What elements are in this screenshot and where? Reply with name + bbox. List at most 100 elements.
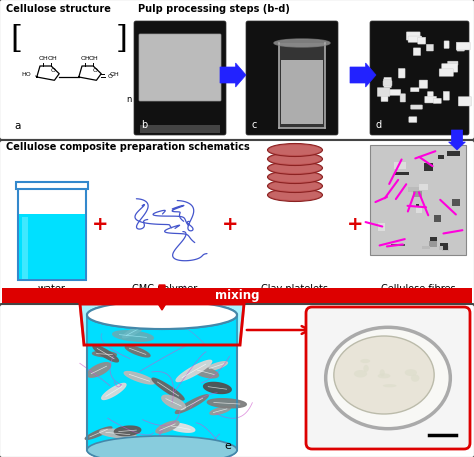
Ellipse shape xyxy=(267,161,322,175)
Ellipse shape xyxy=(269,163,321,173)
Bar xyxy=(438,154,444,159)
Bar xyxy=(439,246,444,250)
Polygon shape xyxy=(102,383,126,399)
Text: +: + xyxy=(222,216,238,234)
Polygon shape xyxy=(92,351,116,357)
FancyBboxPatch shape xyxy=(413,48,420,55)
Bar xyxy=(140,125,220,133)
Ellipse shape xyxy=(269,145,321,155)
FancyArrow shape xyxy=(157,285,167,310)
Bar xyxy=(430,237,437,241)
Text: OH: OH xyxy=(80,56,90,61)
FancyBboxPatch shape xyxy=(406,32,420,40)
Text: c: c xyxy=(252,120,257,130)
Polygon shape xyxy=(124,372,155,384)
Ellipse shape xyxy=(360,359,370,363)
FancyBboxPatch shape xyxy=(377,88,390,96)
Bar xyxy=(419,184,428,190)
Bar xyxy=(16,182,88,189)
Polygon shape xyxy=(125,346,150,357)
FancyBboxPatch shape xyxy=(409,117,417,122)
Bar xyxy=(395,172,409,175)
FancyBboxPatch shape xyxy=(443,91,449,100)
Text: CMC polymer: CMC polymer xyxy=(132,284,198,294)
FancyBboxPatch shape xyxy=(418,37,426,44)
Bar xyxy=(391,244,405,246)
FancyBboxPatch shape xyxy=(134,21,226,135)
FancyBboxPatch shape xyxy=(458,97,471,106)
Ellipse shape xyxy=(267,143,322,156)
Polygon shape xyxy=(80,304,244,345)
Ellipse shape xyxy=(269,172,321,182)
Polygon shape xyxy=(167,423,195,432)
FancyBboxPatch shape xyxy=(425,96,437,103)
Polygon shape xyxy=(193,367,219,378)
FancyBboxPatch shape xyxy=(400,94,406,102)
Polygon shape xyxy=(220,63,246,87)
FancyBboxPatch shape xyxy=(410,105,422,109)
Bar xyxy=(19,214,85,279)
Ellipse shape xyxy=(363,365,369,372)
Bar xyxy=(416,203,419,206)
FancyBboxPatch shape xyxy=(457,46,465,51)
Bar xyxy=(87,315,237,450)
Polygon shape xyxy=(156,421,179,433)
Polygon shape xyxy=(210,407,230,414)
Ellipse shape xyxy=(274,39,330,47)
Bar xyxy=(2,288,472,303)
FancyBboxPatch shape xyxy=(419,80,428,88)
Bar xyxy=(442,246,449,251)
Bar xyxy=(393,162,406,169)
Polygon shape xyxy=(123,325,145,338)
Ellipse shape xyxy=(267,153,322,165)
Bar xyxy=(434,215,441,223)
Polygon shape xyxy=(176,360,212,382)
FancyBboxPatch shape xyxy=(384,77,392,88)
Ellipse shape xyxy=(380,369,385,377)
FancyBboxPatch shape xyxy=(0,304,474,457)
Text: ]: ] xyxy=(116,24,128,55)
Text: Cellulose fibres: Cellulose fibres xyxy=(381,284,456,294)
Ellipse shape xyxy=(269,181,321,191)
Text: n: n xyxy=(126,95,131,104)
Ellipse shape xyxy=(354,370,367,377)
FancyBboxPatch shape xyxy=(456,42,470,50)
FancyBboxPatch shape xyxy=(444,41,449,48)
Polygon shape xyxy=(162,395,185,409)
Text: Cellulose structure: Cellulose structure xyxy=(6,4,111,14)
Text: +: + xyxy=(92,216,108,234)
Text: a: a xyxy=(14,121,20,131)
FancyBboxPatch shape xyxy=(0,140,474,306)
Text: HO: HO xyxy=(21,73,31,78)
Polygon shape xyxy=(448,130,465,150)
Ellipse shape xyxy=(87,436,237,457)
FancyBboxPatch shape xyxy=(385,90,401,96)
Bar xyxy=(422,246,430,249)
Ellipse shape xyxy=(87,301,237,329)
Text: +: + xyxy=(347,216,363,234)
FancyBboxPatch shape xyxy=(428,91,433,98)
Text: OH: OH xyxy=(38,56,48,61)
Ellipse shape xyxy=(269,190,321,200)
Bar xyxy=(408,187,420,192)
Ellipse shape xyxy=(87,436,237,457)
Bar xyxy=(447,151,460,156)
Ellipse shape xyxy=(405,369,417,376)
Ellipse shape xyxy=(269,154,321,164)
Polygon shape xyxy=(113,331,154,341)
Bar xyxy=(378,223,385,230)
Bar xyxy=(22,217,28,279)
Polygon shape xyxy=(350,63,376,87)
Text: O: O xyxy=(107,74,112,80)
Polygon shape xyxy=(100,429,136,438)
Text: mixing: mixing xyxy=(215,289,259,303)
Text: OH: OH xyxy=(48,56,58,61)
Bar xyxy=(370,145,466,255)
Polygon shape xyxy=(207,399,246,408)
Ellipse shape xyxy=(267,188,322,202)
Text: [: [ xyxy=(10,24,22,55)
Text: Pulp processing steps (b-d): Pulp processing steps (b-d) xyxy=(138,4,290,14)
Bar xyxy=(424,164,433,171)
Bar xyxy=(429,241,438,247)
FancyBboxPatch shape xyxy=(398,69,405,78)
